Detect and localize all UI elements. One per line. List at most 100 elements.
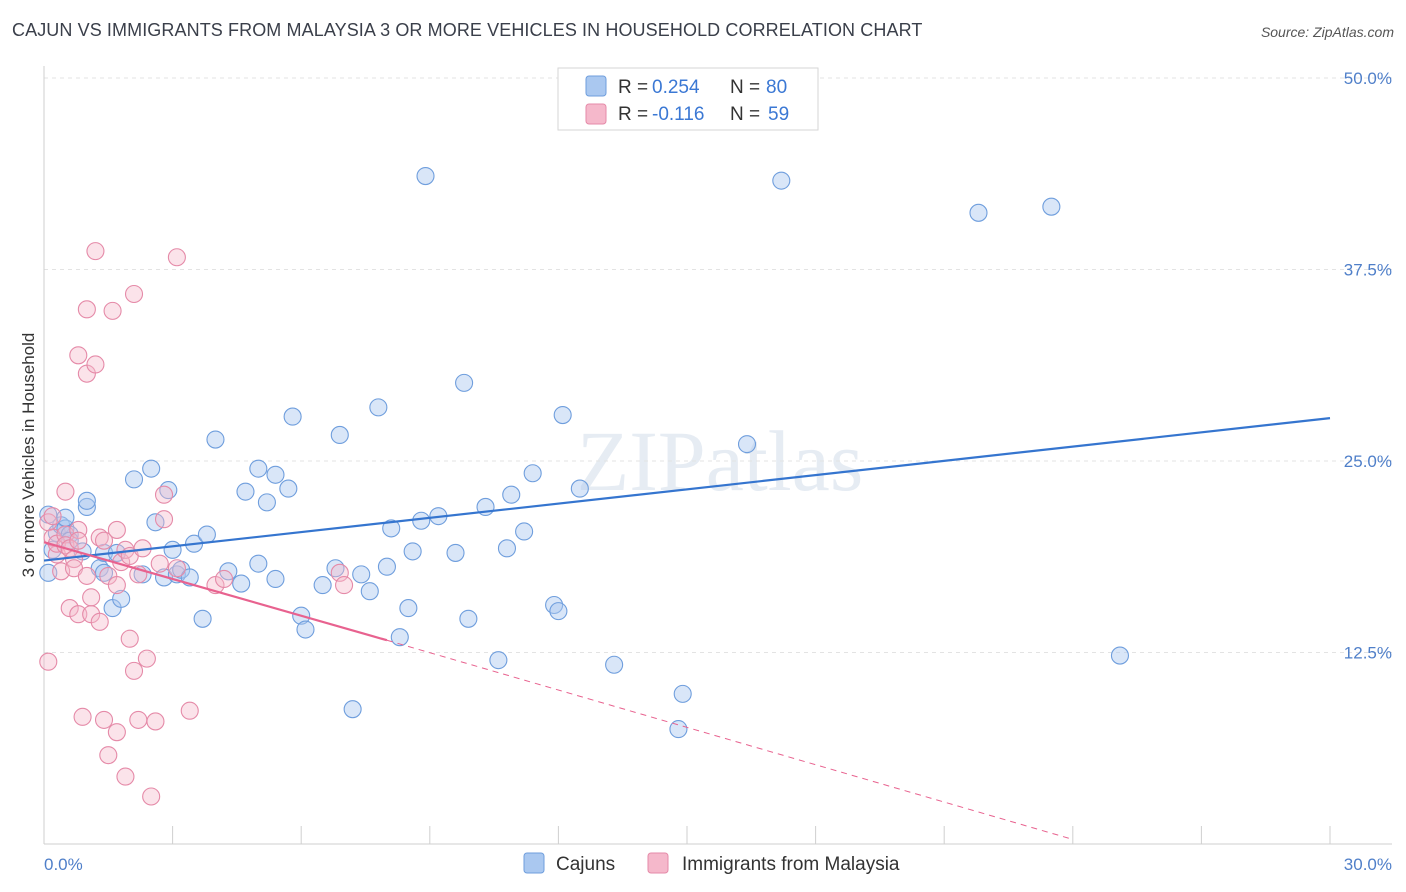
cajuns-point-54 <box>399 599 418 618</box>
cajuns-point-71 <box>570 479 589 498</box>
cajuns-point-48 <box>352 565 371 584</box>
malaysia-point-2 <box>43 507 62 526</box>
cajuns-point-20 <box>142 459 161 478</box>
malaysia-point-53 <box>167 559 186 578</box>
y-tick-label-0: 12.5% <box>1344 644 1392 663</box>
cajuns-points <box>39 166 1130 739</box>
cajuns-point-39 <box>266 569 285 589</box>
cajuns-point-73 <box>669 720 688 739</box>
malaysia-point-49 <box>150 554 169 573</box>
cajuns-point-24 <box>163 540 182 559</box>
trend-lines <box>43 417 1331 840</box>
y-tick-label-3: 50.0% <box>1344 69 1392 88</box>
malaysia-point-32 <box>103 301 122 320</box>
cajuns-point-72 <box>605 655 624 674</box>
cajuns-point-50 <box>369 398 388 417</box>
cajuns-point-36 <box>249 459 268 478</box>
cajuns-point-37 <box>257 493 276 512</box>
legend-n-value-0: 80 <box>766 77 787 98</box>
bottom-legend-swatch-malaysia <box>647 852 669 874</box>
grid-lines <box>44 77 1392 653</box>
malaysia-trend-line-extension <box>386 639 1073 840</box>
legend-r-value-1: -0.116 <box>652 104 704 125</box>
cajuns-point-49 <box>360 582 379 601</box>
y-tick-labels: 12.5% 25.0% 37.5% 50.0% <box>1344 69 1392 663</box>
cajuns-point-43 <box>296 620 315 639</box>
cajuns-point-63 <box>489 651 508 670</box>
cajuns-trend-line <box>43 417 1331 562</box>
legend-n-label-0: N = <box>730 77 760 98</box>
malaysia-point-25 <box>86 242 105 261</box>
cajuns-point-18 <box>124 470 144 489</box>
axes <box>43 66 1392 845</box>
cajuns-point-70 <box>553 405 572 425</box>
bottom-legend-label-malaysia: Immigrants from Malaysia <box>682 854 900 875</box>
cajuns-point-34 <box>236 482 255 501</box>
malaysia-point-50 <box>154 510 174 529</box>
malaysia-point-24 <box>86 355 105 374</box>
source-label: Source: ZipAtlas.com <box>1260 24 1394 40</box>
malaysia-point-30 <box>99 746 118 765</box>
legend-swatch-cajuns <box>585 75 607 97</box>
bottom-legend-label-cajuns: Cajuns <box>556 854 615 875</box>
cajuns-point-44 <box>313 576 332 595</box>
cajuns-point-67 <box>523 464 542 483</box>
malaysia-point-56 <box>214 569 234 589</box>
malaysia-point-33 <box>107 576 126 595</box>
malaysia-point-35 <box>107 723 126 742</box>
cajuns-point-33 <box>232 574 251 593</box>
bottom-legend-swatch-cajuns <box>523 852 545 874</box>
cajuns-point-51 <box>377 557 396 576</box>
x-tick-label-0: 0.0% <box>44 855 83 874</box>
malaysia-point-28 <box>94 531 114 550</box>
cajuns-point-17 <box>112 589 131 608</box>
cajuns-point-56 <box>412 511 431 530</box>
cajuns-point-60 <box>455 373 474 392</box>
cajuns-point-52 <box>382 519 401 538</box>
cajuns-point-77 <box>969 203 988 222</box>
cajuns-point-74 <box>673 684 692 703</box>
cajuns-point-29 <box>193 609 212 628</box>
malaysia-point-47 <box>142 787 161 806</box>
cajuns-point-47 <box>343 700 362 719</box>
cajuns-point-10 <box>77 497 96 517</box>
malaysia-point-7 <box>56 482 75 501</box>
legend-swatch-malaysia <box>585 103 607 125</box>
cajuns-point-31 <box>206 430 225 449</box>
y-tick-label-2: 37.5% <box>1344 261 1392 280</box>
malaysia-point-21 <box>77 300 96 319</box>
bottom-legend: Cajuns Immigrants from Malaysia <box>523 852 900 875</box>
malaysia-point-41 <box>124 284 144 304</box>
cajuns-point-41 <box>283 407 302 426</box>
cajuns-point-55 <box>403 542 422 561</box>
y-tick-label-1: 25.0% <box>1344 452 1392 471</box>
cajuns-point-66 <box>515 522 534 541</box>
malaysia-point-54 <box>180 701 199 720</box>
malaysia-point-19 <box>77 566 96 585</box>
cajuns-point-76 <box>772 171 791 190</box>
malaysia-point-14 <box>69 346 88 365</box>
cajuns-point-57 <box>416 166 435 186</box>
cajuns-point-75 <box>737 435 757 454</box>
legend-r-value-0: 0.254 <box>652 77 700 98</box>
cajuns-point-59 <box>446 543 465 562</box>
malaysia-trend-line <box>43 541 388 642</box>
legend-r-label-1: R = <box>618 104 648 125</box>
cajuns-point-79 <box>1110 646 1130 665</box>
cajuns-point-78 <box>1042 197 1061 216</box>
malaysia-point-0 <box>39 652 58 671</box>
cajuns-point-38 <box>266 465 285 484</box>
malaysia-point-15 <box>69 520 88 539</box>
cajuns-point-65 <box>502 485 521 504</box>
cajuns-point-11 <box>77 491 96 510</box>
cajuns-point-35 <box>249 554 268 573</box>
malaysia-point-26 <box>90 612 109 631</box>
malaysia-point-39 <box>120 629 139 648</box>
cajuns-point-64 <box>497 539 517 558</box>
legend-r-label-0: R = <box>618 77 648 98</box>
malaysia-point-58 <box>335 576 354 595</box>
malaysia-point-46 <box>137 649 156 668</box>
malaysia-point-44 <box>129 710 148 729</box>
malaysia-point-42 <box>124 661 144 680</box>
